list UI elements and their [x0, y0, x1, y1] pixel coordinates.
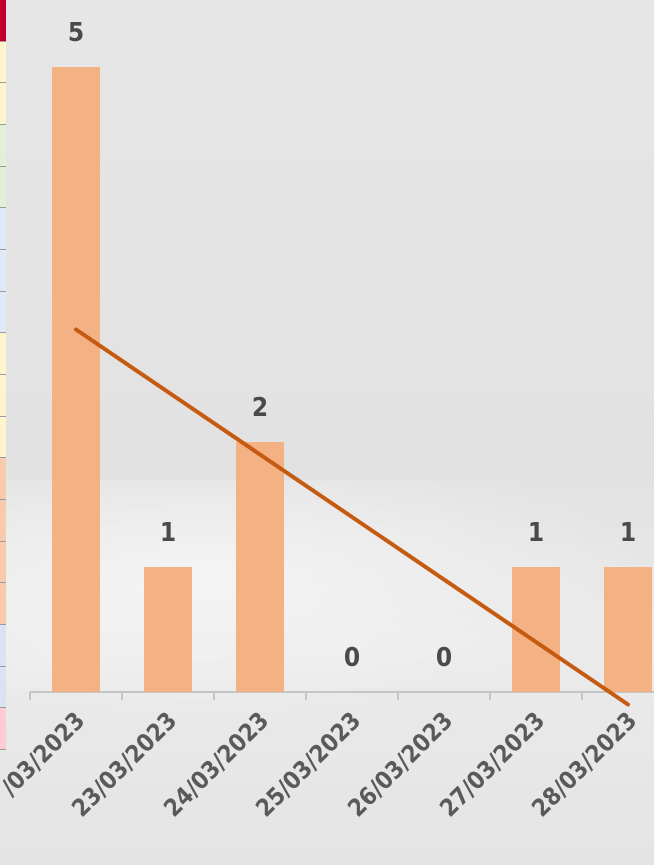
edge-cell [0, 541, 6, 584]
data-label: 5 [68, 18, 84, 48]
data-label: 2 [252, 393, 268, 423]
edge-cell [0, 666, 6, 709]
data-label: 0 [436, 643, 452, 673]
bar [144, 567, 192, 692]
data-label: 1 [528, 518, 544, 548]
left-edge-cell-strip [0, 0, 6, 750]
edge-cell [0, 458, 6, 500]
edge-cell [0, 500, 6, 542]
trendline [74, 327, 630, 707]
edge-cell [0, 250, 6, 292]
bars-group [52, 67, 652, 692]
x-tick-labels-group: /03/202323/03/202324/03/202325/03/202326… [0, 706, 642, 822]
x-tick-label: /03/2023 [0, 706, 90, 801]
edge-cell [0, 708, 6, 750]
bar [604, 567, 652, 692]
edge-cell [0, 291, 6, 334]
edge-cell [0, 583, 6, 625]
edge-cell [0, 416, 6, 459]
x-axis-ticks [29, 692, 583, 700]
bar [52, 67, 100, 692]
data-label: 1 [620, 518, 636, 548]
bar [236, 442, 284, 692]
edge-cell [0, 166, 6, 209]
edge-cell [0, 83, 6, 125]
data-label: 1 [160, 518, 176, 548]
edge-cell [0, 375, 6, 417]
edge-cell [0, 208, 6, 250]
edge-cell [0, 333, 6, 375]
edge-cell [0, 41, 6, 84]
edge-cell [0, 625, 6, 667]
data-label: 0 [344, 643, 360, 673]
edge-cell [0, 0, 6, 42]
data-labels-group: 5 1 2 0 0 1 1 [68, 18, 636, 673]
edge-cell [0, 125, 6, 167]
